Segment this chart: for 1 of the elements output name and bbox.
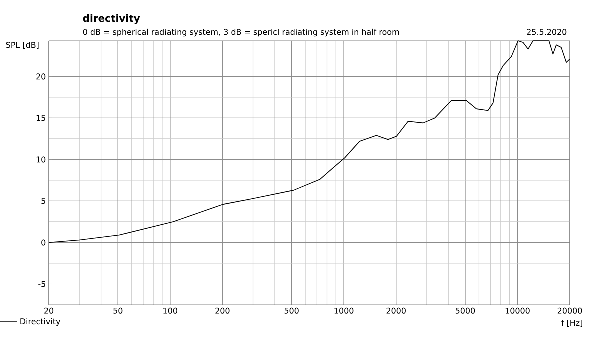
chart-title: directivity [83,14,140,24]
